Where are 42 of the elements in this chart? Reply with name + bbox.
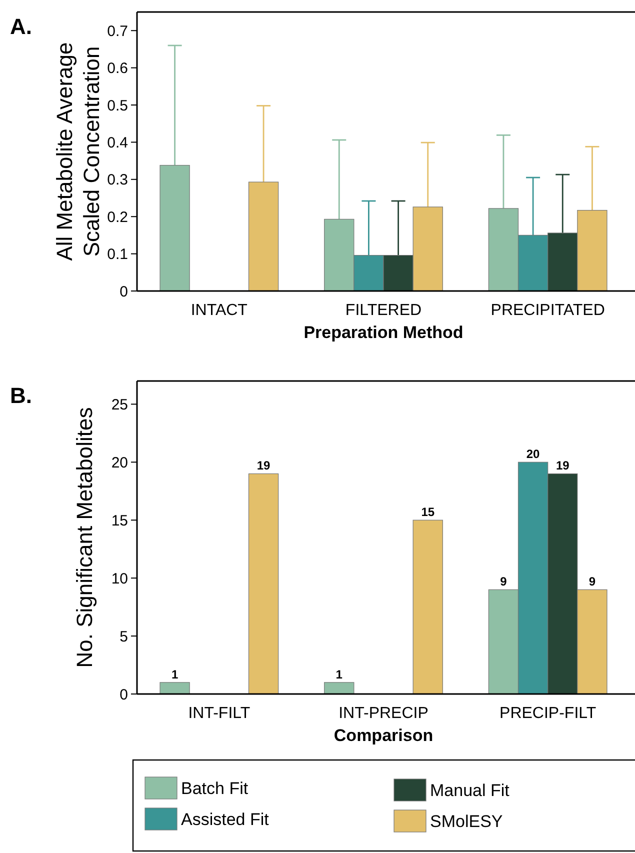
bar [412, 520, 443, 694]
data-label: 15 [421, 505, 435, 520]
y-tick-label: 0.4 [107, 134, 128, 152]
y-tick-label: 0 [120, 283, 128, 300]
y-axis-title: No. Significant Metabolites [72, 407, 97, 668]
y-tick-label: 5 [120, 628, 128, 646]
y-tick-label: 0.1 [107, 246, 128, 264]
legend-label: Manual Fit [430, 780, 510, 800]
data-label: 19 [256, 458, 271, 473]
x-axis-title: Preparation Method [304, 323, 464, 342]
x-tick-label: FILTERED [345, 302, 422, 319]
bar [160, 682, 190, 694]
legend-label: Batch Fit [181, 778, 248, 798]
y-axis-title: All Metabolite Average Scaled Concentration [52, 42, 104, 261]
x-tick-label: PRECIP-FILT [500, 705, 596, 722]
text: B. [10, 383, 32, 408]
y-tick-label: 25 [111, 396, 128, 414]
y-tick-label: 0.2 [107, 208, 128, 226]
data-label: 19 [556, 458, 570, 473]
data-label: 20 [526, 447, 540, 462]
x-axis-title: Comparison [334, 726, 434, 745]
data-label: 1 [171, 667, 178, 682]
legend-label: SMolESY [430, 812, 503, 831]
legend-label: Assisted Fit [181, 810, 270, 829]
x-tick-label: INT-FILT [188, 705, 250, 722]
y-tick-label: 20 [111, 454, 128, 472]
data-label: 9 [588, 574, 596, 589]
x-tick-label: PRECIPITATED [490, 302, 605, 319]
y-tick-label: 10 [111, 570, 128, 588]
x-tick-label: INTACT [190, 302, 248, 319]
text: A. [10, 14, 32, 39]
x-tick-label: INT-PRECIP [338, 705, 428, 722]
y-tick-label: 0.7 [107, 22, 128, 40]
y-tick-label: 0.6 [107, 60, 128, 78]
y-tick-label: 0.5 [107, 97, 128, 114]
data-label: 1 [336, 667, 343, 682]
bar [324, 682, 354, 694]
y-tick-label: 0.3 [107, 172, 128, 189]
y-tick-label: 15 [111, 512, 128, 530]
data-label: 9 [500, 574, 508, 589]
y-tick-label: 0 [120, 686, 128, 704]
bar [248, 473, 279, 694]
